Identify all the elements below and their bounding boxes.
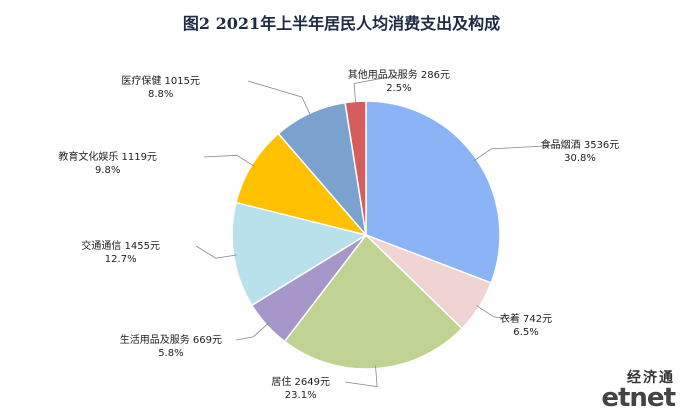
slice-label: 教育文化娱乐 1119元 (58, 150, 157, 163)
slice-percent: 2.5% (386, 83, 411, 94)
watermark-cn-text: 经济通 (627, 370, 675, 386)
slice-label: 其他用品及服务 286元 (348, 68, 450, 81)
slice-label: 交通通信 1455元 (81, 239, 160, 252)
slice-label: 食品烟酒 3536元 (541, 138, 620, 151)
leader-line (344, 365, 378, 388)
pie-labels: 食品烟酒 3536元 30.8% 衣着 742元 6.5% 居住 2649元 23.1% 生… (58, 68, 619, 401)
chart-title: 图2 2021年上半年居民人均消费支出及构成 (182, 14, 501, 33)
etnet-watermark: 经济通 etnet (583, 367, 676, 415)
leader-line (235, 322, 270, 341)
leader-line (195, 245, 237, 259)
leader-line (476, 305, 513, 320)
slice-percent: 23.1% (285, 390, 317, 401)
leader-line (473, 144, 563, 162)
slice-percent: 12.7% (105, 254, 137, 265)
slice-label: 生活用品及服务 669元 (120, 333, 222, 346)
slice-percent: 8.8% (148, 89, 173, 100)
slice-label: 居住 2649元 (271, 375, 330, 388)
slice-percent: 6.5% (513, 327, 538, 338)
leader-line (247, 80, 312, 117)
pie-slices (231, 100, 501, 370)
slice-percent: 5.8% (158, 348, 183, 359)
slice-label: 医疗保健 1015元 (121, 74, 200, 87)
slice-percent: 9.8% (95, 165, 120, 176)
slice-percent: 30.8% (564, 153, 596, 164)
slice-label: 衣着 742元 (500, 312, 552, 325)
leader-line (203, 154, 255, 167)
leader-line (353, 74, 401, 105)
watermark-en-text: etnet (601, 383, 676, 413)
